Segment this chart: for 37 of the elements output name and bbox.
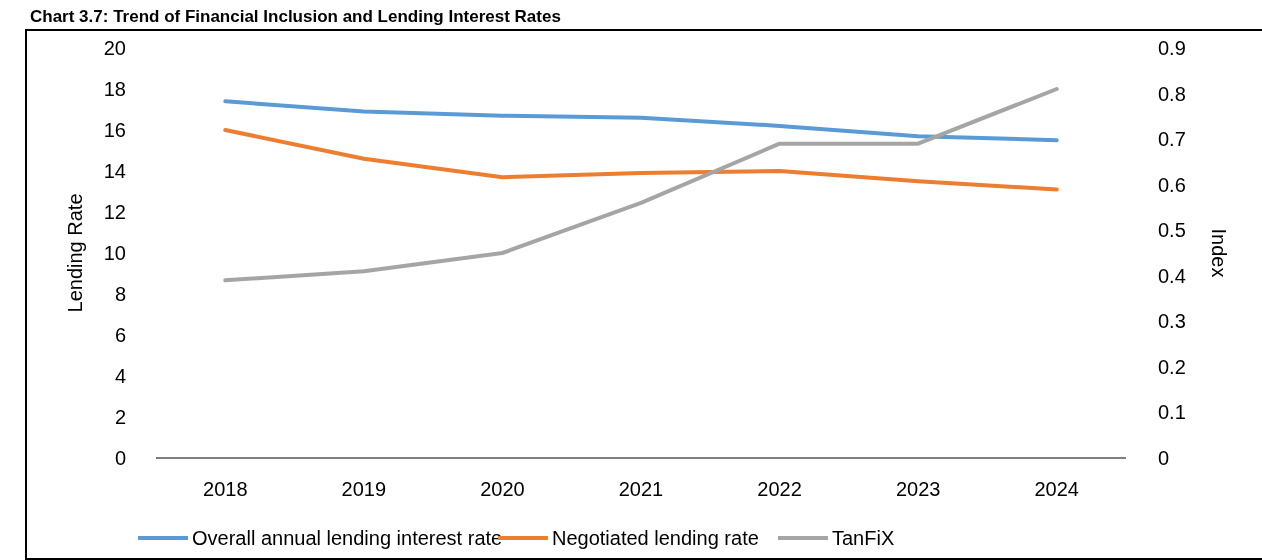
x-tick-label: 2024: [1034, 478, 1079, 500]
y-tick-label: 14: [103, 160, 126, 182]
y2-tick-label: 0: [1158, 447, 1170, 469]
line-series: [223, 128, 1059, 192]
x-tick-label: 2022: [757, 478, 802, 500]
y2-tick-label: 0.8: [1158, 82, 1186, 105]
y2-tick-label: 0.6: [1158, 173, 1186, 196]
y-tick-label: 8: [114, 283, 126, 305]
y-tick-label: 12: [103, 201, 126, 223]
y2-tick-label: 0.9: [1158, 37, 1186, 59]
y-tick-label: 2: [114, 406, 126, 428]
line-series: [223, 87, 1059, 283]
y-axis-title: Lending Rate: [64, 193, 86, 313]
y2-axis-title: Index: [1208, 228, 1230, 278]
legend-label: Overall annual lending interest rate: [192, 527, 503, 549]
y-tick-label: 0: [114, 447, 126, 469]
y-tick-label: 18: [103, 78, 126, 100]
x-tick-label: 2023: [895, 478, 941, 500]
y2-tick-label: 0.1: [1158, 401, 1186, 424]
x-tick-label: 2020: [480, 478, 525, 500]
x-tick-label: 2021: [618, 478, 664, 500]
y-tick-label: 6: [114, 324, 126, 346]
y2-tick-label: 0.3: [1158, 310, 1186, 333]
y2-tick-label: 0.4: [1158, 264, 1186, 287]
y-tick-label: 16: [103, 119, 126, 141]
x-tick-label: 2018: [203, 478, 248, 500]
chart-title: Chart 3.7: Trend of Financial Inclusion and Lending Interest Rates: [30, 7, 561, 26]
y-tick-label: 20: [103, 37, 126, 59]
y2-tick-label: 0.5: [1158, 219, 1186, 242]
x-tick-label: 2019: [341, 478, 387, 500]
y-tick-label: 4: [114, 365, 126, 387]
line-series: [223, 99, 1059, 143]
legend-label: TanFiX: [832, 527, 895, 549]
y2-tick-label: 0.2: [1158, 355, 1186, 378]
legend-label: Negotiated lending rate: [552, 527, 759, 549]
y-tick-label: 10: [103, 242, 126, 264]
y2-tick-label: 0.7: [1158, 128, 1186, 151]
